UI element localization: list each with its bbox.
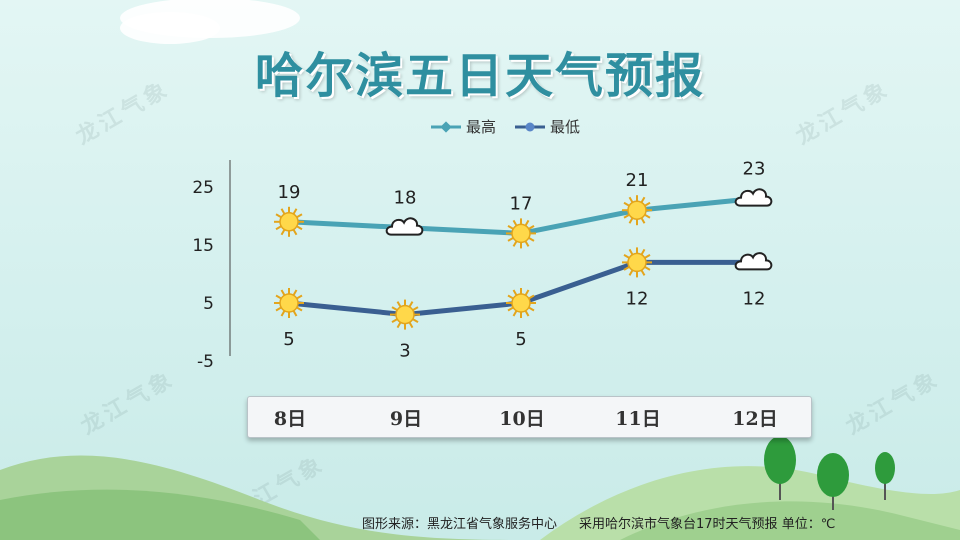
trees-decoration	[764, 436, 895, 510]
sun-icon	[274, 206, 304, 237]
high-value-label: 18	[394, 188, 417, 209]
date-label: 9日	[389, 408, 423, 430]
legend-label-low: 最低	[550, 118, 581, 136]
low-value-label: 12	[743, 288, 766, 309]
cloud-icon	[734, 188, 773, 207]
sun-icon	[622, 195, 652, 226]
date-label: 11日	[615, 408, 661, 430]
sun-icon	[274, 288, 304, 318]
hills-decoration	[0, 455, 960, 540]
date-label: 12日	[732, 408, 778, 430]
high-value-label: 17	[510, 193, 533, 214]
date-bar: 8日 9日 10日 11日 12日	[247, 396, 812, 438]
low-value-label: 3	[399, 341, 410, 362]
footer-source: 图形来源：黑龙江省气象服务中心	[362, 517, 558, 532]
legend-label-high: 最高	[466, 118, 497, 136]
sun-icon	[506, 288, 536, 318]
high-value-label: 23	[743, 159, 766, 180]
sun-icon	[506, 218, 536, 249]
sun-icon	[390, 299, 420, 330]
cloud-icon	[385, 217, 424, 236]
page-title: 哈尔滨五日天气预报	[254, 48, 705, 104]
y-tick-label: -5	[197, 352, 214, 372]
cloud-decoration	[120, 0, 300, 44]
sun-icon	[622, 247, 652, 278]
low-value-label: 12	[626, 288, 649, 309]
legend: 最高 最低	[430, 116, 580, 137]
high-value-label: 21	[626, 170, 649, 191]
legend-item-low: 最低	[514, 116, 580, 137]
footer-note: 采用哈尔滨市气象台17时天气预报 单位：℃	[579, 517, 836, 532]
cloud-icon	[734, 252, 773, 271]
footer: 图形来源：黑龙江省气象服务中心 采用哈尔滨市气象台17时天气预报 单位：℃	[362, 513, 835, 532]
y-tick-label: 25	[192, 178, 214, 198]
low-value-label: 5	[283, 329, 294, 350]
high-value-label: 19	[278, 182, 301, 203]
low-value-label: 5	[515, 329, 526, 350]
date-label: 10日	[499, 408, 545, 430]
legend-item-high: 最高	[430, 116, 496, 137]
date-label: 8日	[273, 408, 307, 430]
y-tick-label: 15	[192, 236, 214, 256]
y-tick-label: 5	[203, 294, 214, 314]
